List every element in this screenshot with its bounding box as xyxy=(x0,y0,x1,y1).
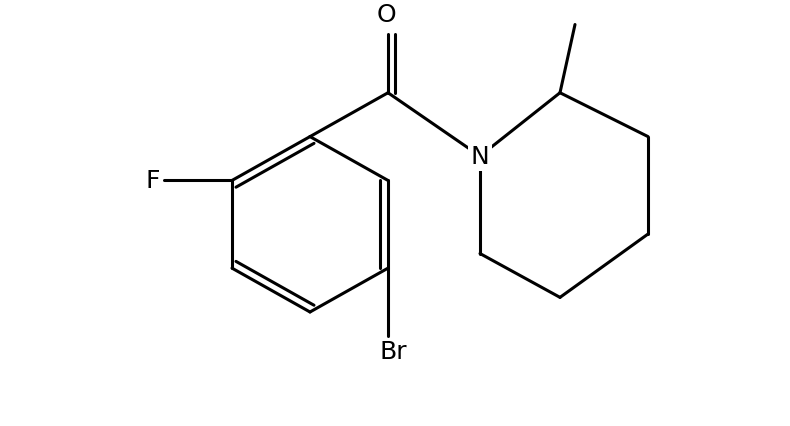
Text: N: N xyxy=(471,145,489,169)
Text: O: O xyxy=(376,3,396,27)
Text: F: F xyxy=(145,169,160,193)
Text: Br: Br xyxy=(379,340,407,363)
